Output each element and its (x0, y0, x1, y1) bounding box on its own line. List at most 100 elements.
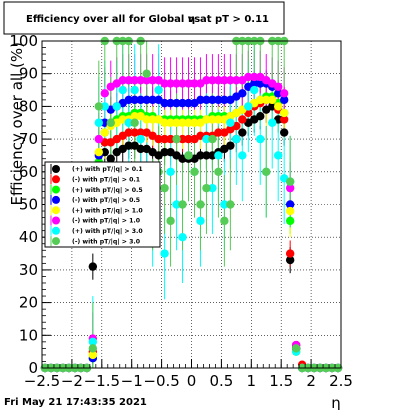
data-points (40, 36, 343, 373)
data-point (130, 128, 139, 137)
legend-entry: (-) with pT/|q| > 1.0 (72, 218, 141, 226)
data-point (94, 118, 104, 127)
data-point (285, 249, 295, 258)
data-point (268, 118, 277, 127)
x-tick-label: 0 (187, 372, 197, 390)
data-point (148, 76, 157, 85)
data-point (202, 95, 211, 105)
data-point (136, 76, 145, 85)
data-point (160, 98, 169, 108)
data-point (214, 115, 223, 124)
data-point (94, 102, 104, 111)
data-point (130, 118, 139, 127)
x-tick-label: 0.5 (209, 372, 233, 390)
data-point (184, 134, 193, 144)
data-point (166, 79, 175, 88)
legend-entry: (+) with pT/|q| > 0.5 (72, 187, 143, 195)
y-tick-label: 20 (19, 294, 38, 312)
data-point (279, 89, 289, 98)
x-axis-label: η (331, 394, 341, 410)
legend-entry: (+) with pT/|q| > 0.1 (72, 166, 143, 174)
data-point (279, 95, 289, 105)
data-point (130, 95, 139, 105)
data-point (208, 76, 217, 85)
data-point (238, 89, 247, 98)
data-point (202, 115, 211, 124)
data-point (142, 69, 151, 78)
data-point (256, 112, 265, 121)
data-point (178, 79, 187, 88)
data-point (291, 344, 301, 353)
data-point (130, 85, 139, 95)
data-point (232, 76, 241, 85)
data-point (285, 200, 295, 209)
data-point (166, 98, 175, 108)
data-point (256, 95, 265, 105)
data-point (196, 151, 205, 160)
data-point (94, 147, 104, 157)
data-point (142, 115, 151, 124)
data-point (88, 262, 98, 271)
legend-entry: (-) with pT/|q| > 3.0 (72, 238, 141, 246)
data-point (178, 134, 187, 144)
data-point (190, 167, 199, 176)
data-point (238, 151, 247, 160)
data-point (196, 216, 205, 226)
data-point (244, 102, 253, 111)
data-point (148, 115, 157, 124)
data-point (100, 89, 109, 98)
data-point (160, 118, 169, 127)
data-point (136, 95, 145, 105)
y-tick-label: 60 (19, 163, 38, 181)
x-tick-label: −0.5 (143, 372, 179, 390)
data-point (208, 183, 217, 193)
data-point (178, 98, 187, 108)
data-point (202, 183, 211, 193)
data-point (232, 134, 241, 144)
x-tick-label: −1.5 (84, 372, 120, 390)
data-point (190, 118, 199, 127)
data-point (142, 76, 151, 85)
data-point (130, 112, 139, 121)
y-tick-label: 30 (19, 261, 38, 279)
data-point (124, 128, 133, 137)
data-point (166, 118, 175, 127)
data-point (196, 200, 205, 209)
legend-marker (52, 216, 60, 225)
data-point (184, 118, 193, 127)
data-point (178, 200, 187, 209)
data-point (256, 134, 265, 144)
data-point (202, 134, 211, 144)
data-point (184, 151, 193, 160)
legend-marker (52, 195, 60, 204)
x-tick-label: 1 (247, 372, 257, 390)
data-point (124, 76, 133, 85)
data-point (214, 167, 223, 176)
data-point (172, 118, 181, 127)
data-point (124, 118, 133, 127)
data-point (285, 183, 295, 193)
data-point (88, 344, 98, 353)
legend-marker (52, 165, 60, 173)
data-point (106, 154, 115, 163)
legend: (+) with pT/|q| > 0.1 (-) with pT/|q| > 0… (44, 161, 161, 248)
legend-box (44, 161, 161, 248)
data-point (285, 177, 295, 186)
data-point (220, 95, 229, 105)
y-tick-label: 70 (19, 130, 38, 148)
data-point (274, 82, 283, 91)
data-point (262, 95, 271, 105)
data-point (148, 95, 157, 105)
data-point (214, 128, 223, 137)
data-point (226, 141, 235, 150)
data-point (160, 183, 169, 193)
data-point (136, 134, 145, 144)
data-point (106, 118, 115, 127)
y-tick-label: 90 (19, 65, 38, 83)
x-tick-label: 2 (306, 372, 316, 390)
data-point (172, 200, 181, 209)
title-prefix: Efficiency over all for Global vs (26, 14, 200, 25)
x-tick-label: 2.5 (329, 372, 353, 390)
data-point (178, 233, 187, 242)
